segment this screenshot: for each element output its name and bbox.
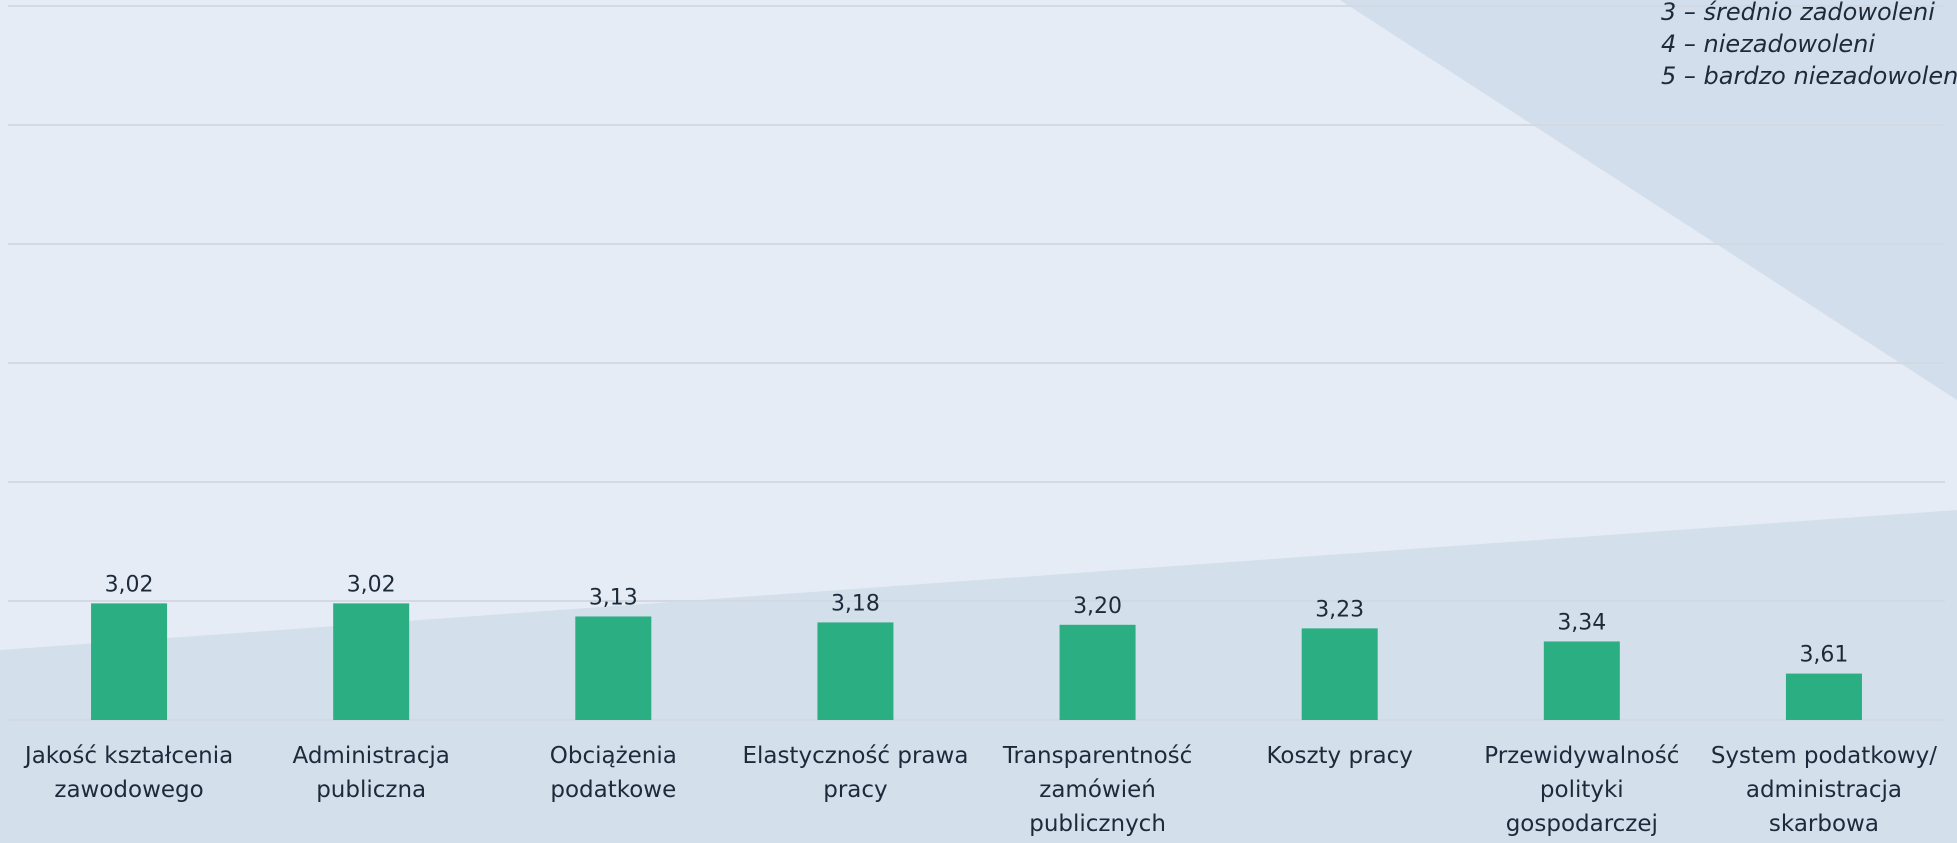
bar (1301, 628, 1378, 720)
category-label-line: zamówień (1039, 777, 1156, 803)
data-label: 3,18 (831, 591, 880, 616)
category-label: Administracja publiczna (253, 739, 489, 807)
legend-item: 5 – bardzo niezadowoleni (1661, 62, 1957, 90)
data-label: 3,13 (589, 585, 638, 610)
legend-item: 4 – niezadowoleni (1661, 30, 1876, 58)
category-label-line: Transparentność (1002, 743, 1193, 769)
data-label: 3,20 (1073, 594, 1122, 619)
data-label: 3,61 (1799, 643, 1848, 668)
category-label-line: System podatkowy/ (1710, 743, 1938, 769)
category-label-line: Obciążenia (549, 743, 677, 769)
bar (575, 616, 652, 720)
category-label: Obciążenia podatkowe (495, 739, 731, 807)
data-label: 3,34 (1557, 610, 1606, 635)
bar (1543, 641, 1620, 720)
category-label-line: publiczna (316, 777, 427, 803)
category-label-line: Elastyczność prawa (742, 743, 969, 769)
legend-item: 3 – średnio zadowoleni (1661, 0, 1935, 26)
legend: 3 – średnio zadowoleni 4 – niezadowoleni… (1661, 0, 1957, 92)
category-label-line: Jakość kształcenia (24, 743, 234, 769)
category-label-line: administracja (1745, 777, 1902, 803)
category-label-line: skarbowa (1768, 811, 1879, 837)
category-label-line: Administracja (292, 743, 450, 769)
category-label-line: polityki (1539, 777, 1624, 803)
category-label: Jakość kształcenia zawodowego (11, 739, 247, 807)
category-label: Transparentność zamówień publicznych (980, 739, 1216, 841)
bar (1059, 624, 1136, 720)
data-label: 3,02 (105, 572, 154, 597)
category-label-line: podatkowe (550, 777, 677, 803)
category-label-line: gospodarczej (1505, 811, 1658, 837)
bar (1785, 673, 1862, 720)
category-label-line: zawodowego (54, 777, 204, 803)
bar (817, 622, 894, 720)
category-label: System podatkowy/administracja skarbowa (1706, 739, 1942, 841)
category-label: Koszty pracy (1222, 739, 1458, 773)
bar (91, 603, 168, 720)
category-label-line: Koszty pracy (1266, 743, 1413, 769)
data-label: 3,23 (1315, 597, 1364, 622)
category-label: Elastyczność prawa pracy (737, 739, 973, 807)
bar (333, 603, 410, 720)
category-label: Przewidywalność polityki gospodarczej (1464, 739, 1700, 841)
category-label-line: pracy (823, 777, 888, 803)
data-label: 3,02 (347, 572, 396, 597)
category-label-line: publicznych (1029, 811, 1166, 837)
category-label-line: Przewidywalność (1484, 743, 1680, 769)
